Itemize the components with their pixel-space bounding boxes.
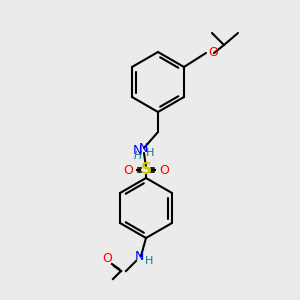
Text: H: H <box>145 256 153 266</box>
Text: O: O <box>123 164 133 176</box>
Text: O: O <box>208 46 218 59</box>
Text: H: H <box>146 148 154 158</box>
Text: N: N <box>134 250 144 262</box>
Text: O: O <box>102 253 112 266</box>
Text: N: N <box>138 142 148 154</box>
Text: S: S <box>140 163 152 178</box>
Text: H: H <box>134 151 142 161</box>
Text: O: O <box>159 164 169 176</box>
Text: N: N <box>133 145 142 158</box>
